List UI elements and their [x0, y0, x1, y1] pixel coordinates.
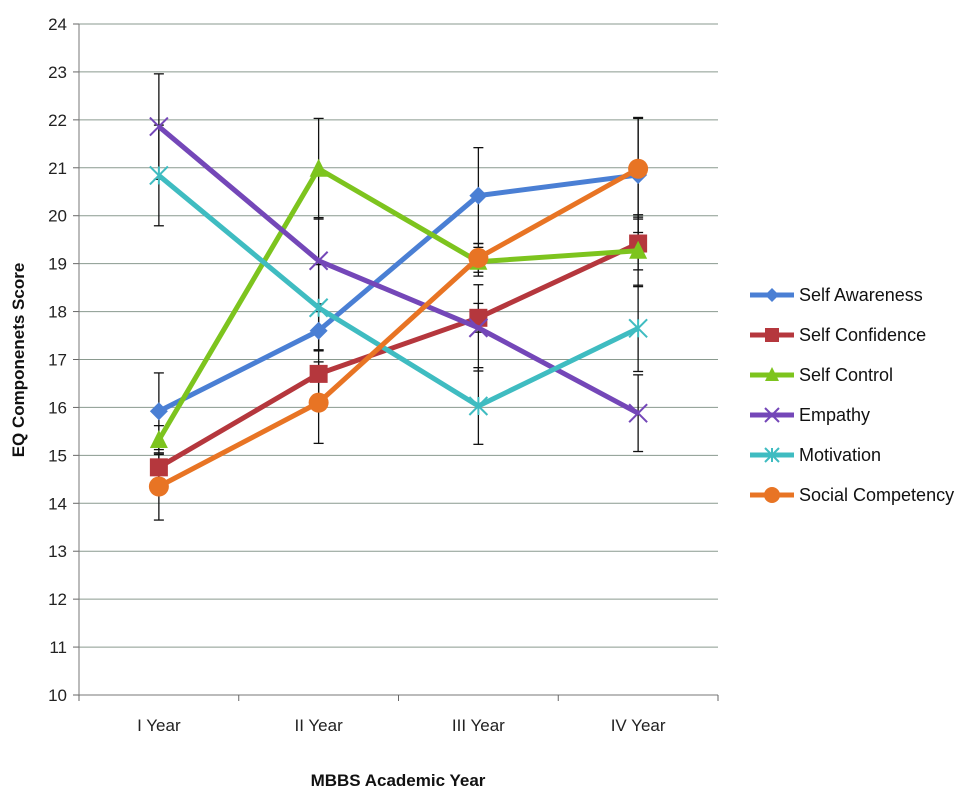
y-tick-label: 10 [48, 686, 67, 705]
data-point-triangle [149, 430, 168, 449]
series-line [157, 172, 639, 414]
x-axis-ticks: I Year II Year III Year IV Year [78, 695, 719, 735]
data-point-circle [764, 487, 780, 503]
x-stroke [764, 407, 780, 423]
data-point-square [149, 458, 168, 477]
legend-item: Self Control [750, 365, 893, 385]
series-self-awareness [149, 165, 648, 421]
series-line [157, 173, 640, 409]
y-tick-label: 17 [48, 351, 67, 370]
legend-label: Social Competency [799, 485, 954, 505]
y-tick-label: 24 [48, 15, 67, 34]
x-axis-title: MBBS Academic Year [311, 771, 486, 790]
data-point-triangle [765, 367, 779, 381]
data-point-asterisk [308, 298, 329, 318]
data-point-diamond [469, 186, 488, 205]
legend-item: Self Awareness [750, 285, 923, 305]
legend: Self Awareness Self Confidence Self Contro… [750, 285, 954, 505]
y-tick-label: 22 [48, 111, 67, 130]
x-tick-label: I Year [137, 716, 181, 735]
data-point-triangle [629, 240, 648, 259]
y-tick-label: 20 [48, 207, 67, 226]
legend-item: Social Competency [750, 485, 954, 505]
x-stroke [628, 403, 648, 423]
y-tick-label: 18 [48, 303, 67, 322]
legend-label: Self Confidence [799, 325, 926, 345]
x-tick-label: IV Year [611, 716, 666, 735]
data-point-asterisk [764, 447, 780, 463]
y-tick-label: 15 [48, 446, 67, 465]
series-line [157, 241, 640, 470]
y-tick-label: 19 [48, 255, 67, 274]
data-point-x [149, 116, 169, 137]
data-point-asterisk [468, 396, 489, 416]
data-point-circle [468, 247, 489, 268]
legend-item: Self Confidence [750, 325, 926, 345]
series-empathy [149, 116, 648, 423]
x-tick-label: II Year [295, 716, 344, 735]
data-point-x [628, 403, 648, 423]
data-point-triangle [309, 158, 328, 177]
legend-item: Empathy [750, 405, 870, 425]
data-point-x [764, 407, 780, 423]
data-point-circle [628, 158, 649, 179]
data-point-x [468, 318, 489, 338]
grid-lines [79, 23, 718, 648]
data-point-square [765, 328, 779, 342]
data-point-diamond [765, 288, 779, 302]
y-tick-label: 14 [48, 494, 67, 513]
legend-label: Self Control [799, 365, 893, 385]
data-point-circle [148, 476, 169, 497]
series-line [156, 166, 639, 442]
series-motivation [149, 165, 648, 416]
data-point-diamond [149, 402, 168, 421]
x-stroke [149, 116, 169, 137]
series-social-competency [148, 158, 649, 497]
data-point-asterisk [149, 165, 169, 186]
y-axis-ticks: 10 11 12 13 14 15 16 17 18 19 20 21 22 23 24 [48, 15, 79, 705]
legend-label: Motivation [799, 445, 881, 465]
x-stroke [308, 251, 329, 271]
data-point-x [308, 251, 329, 271]
x-stroke [468, 318, 489, 338]
data-point-diamond [309, 321, 328, 340]
y-tick-label: 13 [48, 542, 67, 561]
series-line [157, 166, 640, 489]
y-tick-label: 11 [49, 638, 67, 657]
data-point-circle [308, 392, 329, 413]
legend-label: Self Awareness [799, 285, 923, 305]
y-tick-label: 12 [48, 590, 67, 609]
series-line [157, 124, 640, 416]
x-tick-label: III Year [452, 716, 505, 735]
legend-label: Empathy [799, 405, 870, 425]
y-tick-label: 23 [48, 63, 67, 82]
series-self-control [149, 158, 648, 449]
data-point-square [309, 364, 328, 383]
y-tick-label: 21 [48, 159, 67, 178]
series-group [148, 116, 649, 497]
legend-item: Motivation [750, 445, 881, 465]
data-point-asterisk [628, 318, 648, 339]
y-tick-label: 16 [48, 398, 67, 417]
y-axis-title: EQ Componenets Score [9, 263, 28, 458]
